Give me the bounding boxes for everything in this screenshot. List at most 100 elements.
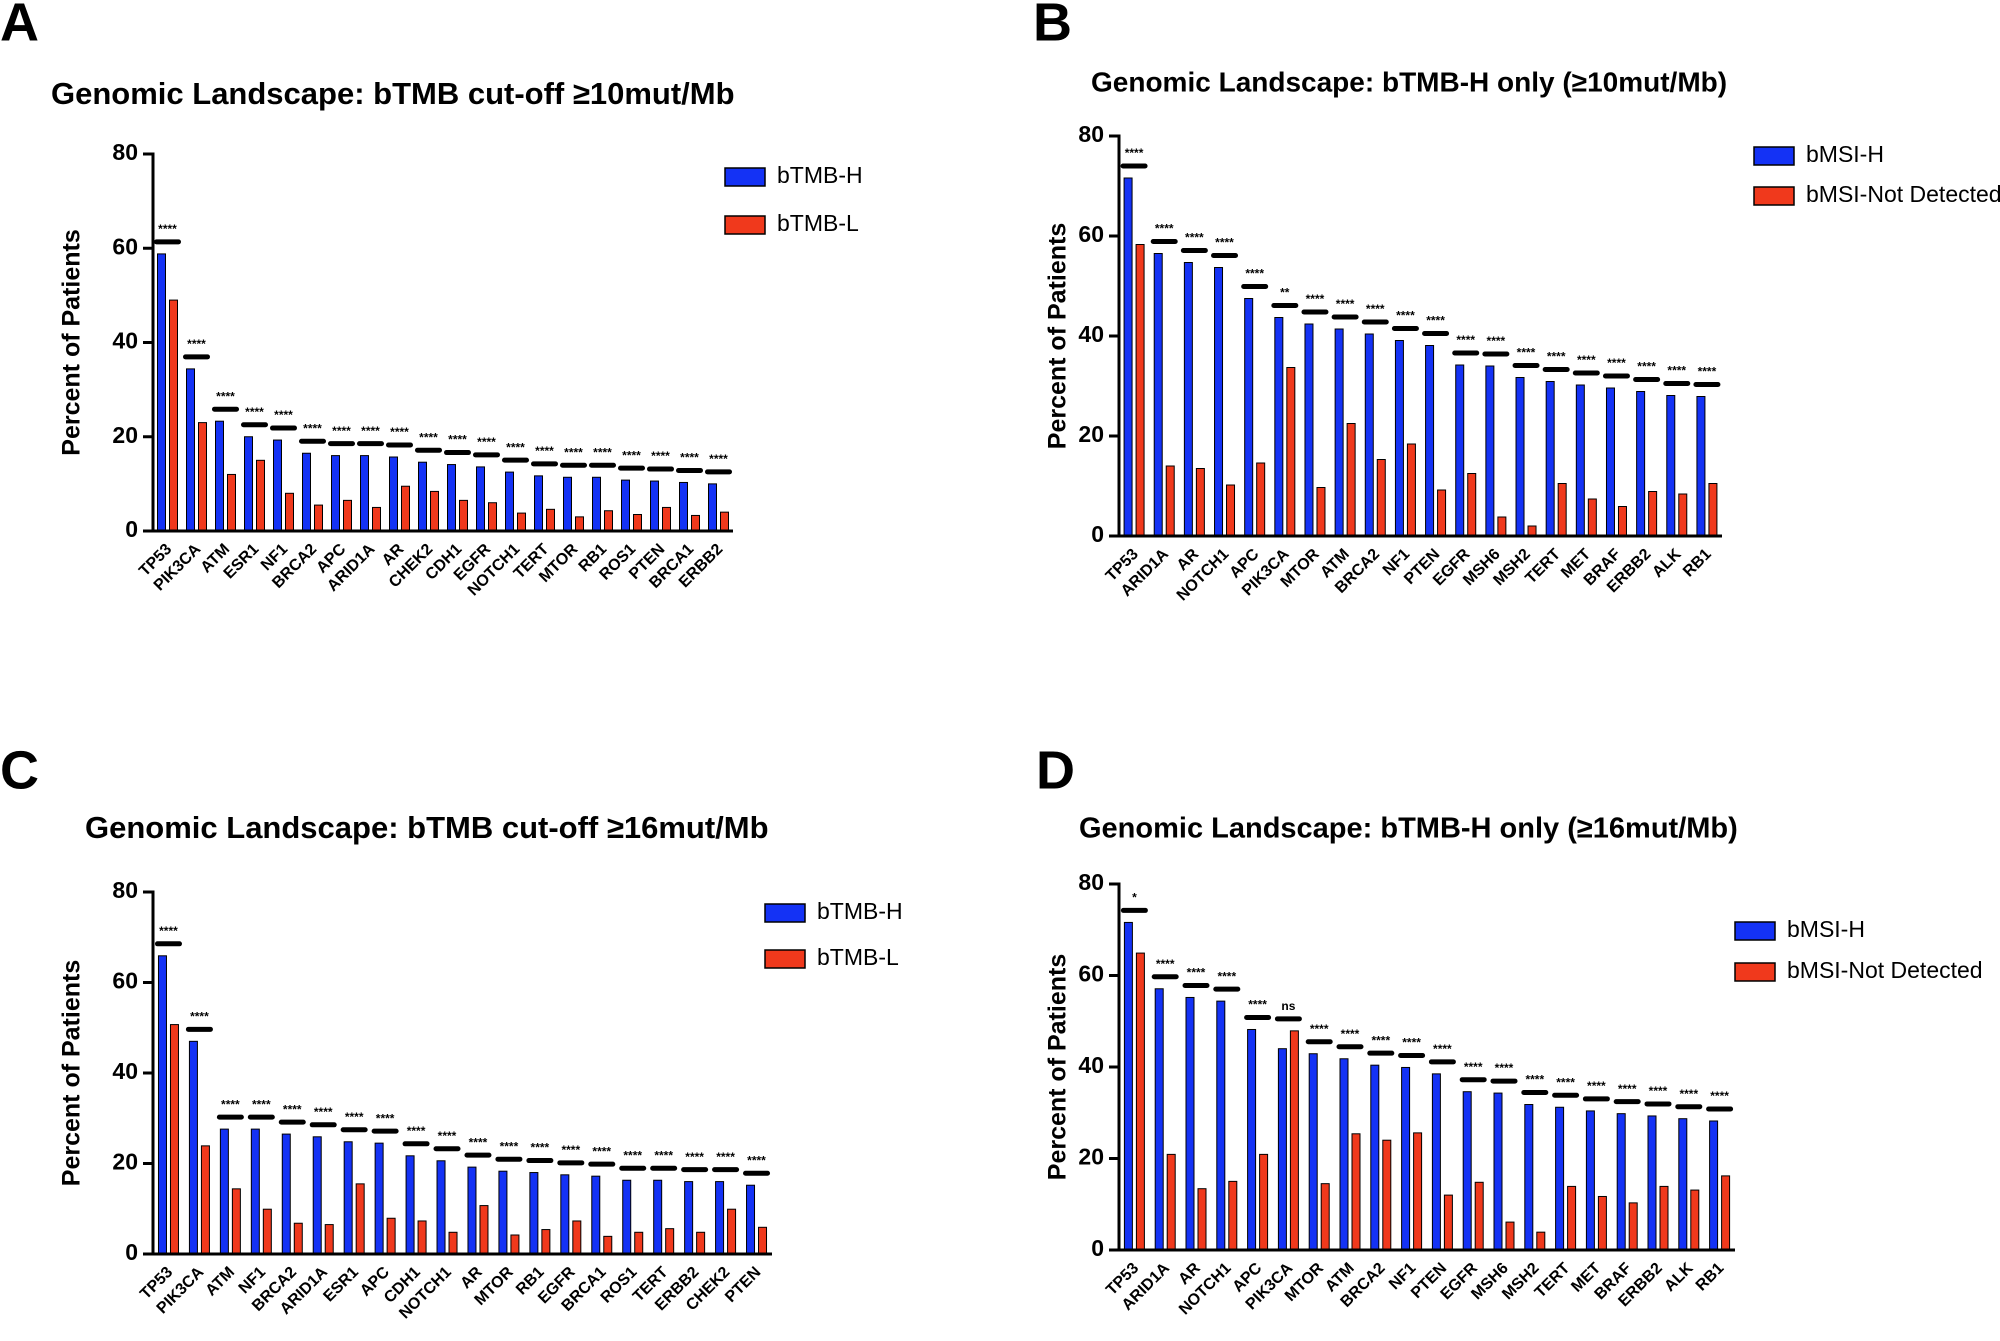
bar: [1286, 367, 1296, 537]
significance-label: ****: [1637, 360, 1656, 374]
bar: [1185, 996, 1195, 1251]
bar: [622, 1179, 632, 1255]
bar: [293, 1222, 303, 1255]
panel-label: A: [0, 0, 39, 52]
bar: [665, 1228, 675, 1255]
x-tick-label: ROS1: [598, 1264, 641, 1307]
bar: [1437, 489, 1447, 537]
bar: [1406, 443, 1416, 537]
bar: [200, 1145, 210, 1255]
bar: [572, 1220, 582, 1255]
significance-label: ****: [1607, 356, 1626, 370]
panel-label: B: [1033, 0, 1072, 52]
bar: [603, 1235, 613, 1255]
bar: [1346, 423, 1356, 537]
bar: [1214, 267, 1224, 537]
y-tick-label: 20: [1078, 421, 1104, 447]
y-tick-label: 80: [112, 877, 138, 903]
significance-label: ****: [274, 408, 293, 422]
bar: [360, 455, 369, 532]
significance-label: ****: [622, 448, 641, 462]
bar: [1256, 462, 1266, 537]
bar: [1123, 921, 1133, 1251]
significance-label: ****: [159, 924, 178, 938]
legend-swatch: [1734, 921, 1776, 941]
significance-label: ****: [680, 451, 699, 465]
bar: [653, 1179, 663, 1255]
bar: [1709, 1120, 1719, 1251]
legend-swatch: [1734, 962, 1776, 982]
bar: [1678, 1118, 1688, 1251]
significance-label: ****: [592, 1144, 611, 1158]
bar: [604, 510, 613, 532]
bar: [186, 368, 195, 532]
y-tick-label: 80: [1078, 121, 1104, 147]
significance-label: ****: [345, 1110, 364, 1124]
bar: [529, 1172, 539, 1255]
bar: [1394, 340, 1404, 537]
bar: [563, 476, 572, 532]
x-tick-label: ALK: [1649, 545, 1685, 581]
bar: [314, 504, 323, 532]
y-tick-label: 20: [1078, 1144, 1104, 1170]
y-tick-label: 40: [1078, 321, 1104, 347]
significance-label: ****: [314, 1105, 333, 1119]
y-axis-label: Percent of Patients: [58, 960, 86, 1186]
significance-label: ****: [716, 1150, 735, 1164]
bar: [1497, 516, 1507, 537]
bar: [1289, 1030, 1299, 1251]
bar: [1616, 1113, 1626, 1251]
bar: [1617, 506, 1627, 537]
bar: [679, 481, 688, 532]
bar: [650, 480, 659, 532]
legend-swatch: [1753, 186, 1795, 206]
bar: [1376, 459, 1386, 537]
significance-label: ****: [1679, 1087, 1698, 1101]
significance-label: ****: [332, 424, 351, 438]
y-axis-label: Percent of Patients: [1044, 954, 1072, 1180]
significance-label: ****: [1547, 350, 1566, 364]
bar: [1166, 1153, 1176, 1251]
bar: [169, 1024, 179, 1255]
significance-label: ****: [1125, 146, 1144, 160]
bar: [1334, 328, 1344, 537]
bar: [1135, 952, 1145, 1251]
bar: [1431, 1073, 1441, 1251]
x-tick-label: RB1: [1680, 546, 1715, 581]
significance-label: ****: [1217, 969, 1236, 983]
legend-label: bTMB-H: [817, 898, 903, 924]
significance-label: ****: [216, 389, 235, 403]
y-tick-label: 0: [1091, 521, 1104, 547]
bar: [219, 1128, 229, 1255]
bar: [1515, 377, 1525, 537]
x-tick-label: ATM: [202, 1264, 238, 1300]
significance-label: ****: [747, 1153, 766, 1167]
significance-label: ****: [1495, 1061, 1514, 1075]
chart-title: Genomic Landscape: bTMB cut-off ≥10mut/M…: [51, 76, 735, 111]
bar: [1320, 1183, 1330, 1251]
chart-title: Genomic Landscape: bTMB-H only (≥10mut/M…: [1091, 66, 1727, 97]
significance-label: *: [1132, 891, 1137, 905]
bar: [505, 471, 514, 532]
significance-label: ****: [303, 421, 322, 435]
bar: [1247, 1028, 1257, 1251]
bar: [355, 1183, 365, 1255]
bar: [447, 464, 456, 532]
bar: [302, 452, 311, 532]
bar: [1259, 1153, 1269, 1251]
bar: [436, 1160, 446, 1255]
significance-label: ****: [531, 1141, 550, 1155]
significance-label: ****: [506, 440, 525, 454]
significance-label: ****: [1396, 309, 1415, 323]
bar: [256, 459, 265, 532]
y-tick-label: 60: [112, 968, 138, 994]
bar: [244, 436, 253, 532]
bar: [1678, 493, 1688, 537]
x-tick-label: ALK: [1661, 1259, 1697, 1295]
bar: [1277, 1048, 1287, 1251]
bar: [459, 499, 468, 532]
y-tick-label: 40: [1078, 1052, 1104, 1078]
significance-label: ****: [187, 337, 206, 351]
panel-label: D: [1036, 740, 1075, 800]
